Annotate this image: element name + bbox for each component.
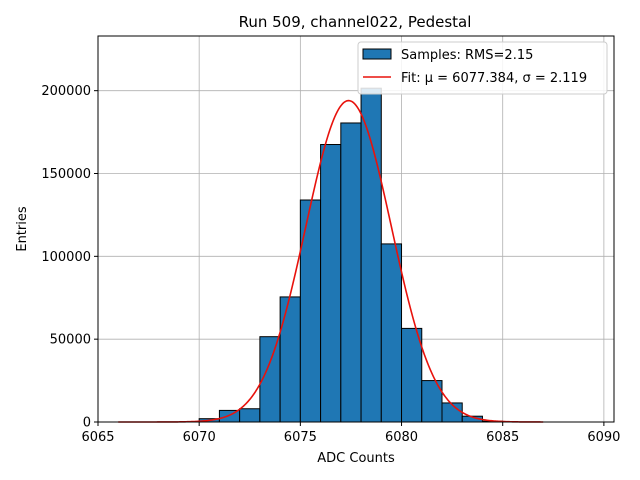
legend-box	[357, 41, 608, 95]
legend-entry-samples: Samples: RMS=2.15	[401, 48, 533, 63]
x-tick-label: 6070	[183, 430, 216, 445]
histogram-bar	[441, 402, 463, 423]
x-tick-label: 6085	[486, 430, 519, 445]
x-tick-label: 6075	[284, 430, 317, 445]
x-tick-label: 6080	[385, 430, 418, 445]
y-tick-label: 50000	[50, 333, 91, 348]
histogram-bar	[279, 296, 301, 423]
histogram-bar	[360, 87, 382, 423]
histogram-bar	[401, 327, 423, 423]
legend: Samples: RMS=2.15 Fit: μ = 6077.384, σ =…	[357, 41, 608, 95]
legend-swatch-samples	[362, 48, 392, 60]
x-axis-label: ADC Counts	[317, 451, 395, 466]
histogram-bar	[239, 408, 261, 423]
plot-frame	[97, 35, 615, 423]
histogram-bar	[320, 144, 342, 423]
y-tick-label: 0	[83, 416, 91, 431]
y-tick-label: 200000	[41, 84, 91, 99]
x-tick-label: 6065	[81, 430, 114, 445]
y-tick-label: 150000	[41, 167, 91, 182]
chart-title: Run 509, channel022, Pedestal	[239, 13, 472, 31]
y-tick-label: 100000	[41, 250, 91, 265]
y-axis-ticks: 0 50000 100000 150000 200000	[41, 84, 98, 431]
x-axis-ticks: 6065 6070 6075 6080 6085 6090	[81, 422, 620, 445]
histogram-bars	[198, 87, 504, 423]
histogram-bar	[340, 122, 362, 423]
histogram-bar	[380, 243, 403, 423]
x-tick-label: 6090	[587, 430, 620, 445]
histogram-bar	[299, 199, 322, 423]
legend-entry-fit: Fit: μ = 6077.384, σ = 2.119	[401, 71, 587, 86]
y-axis-label: Entries	[15, 206, 30, 252]
